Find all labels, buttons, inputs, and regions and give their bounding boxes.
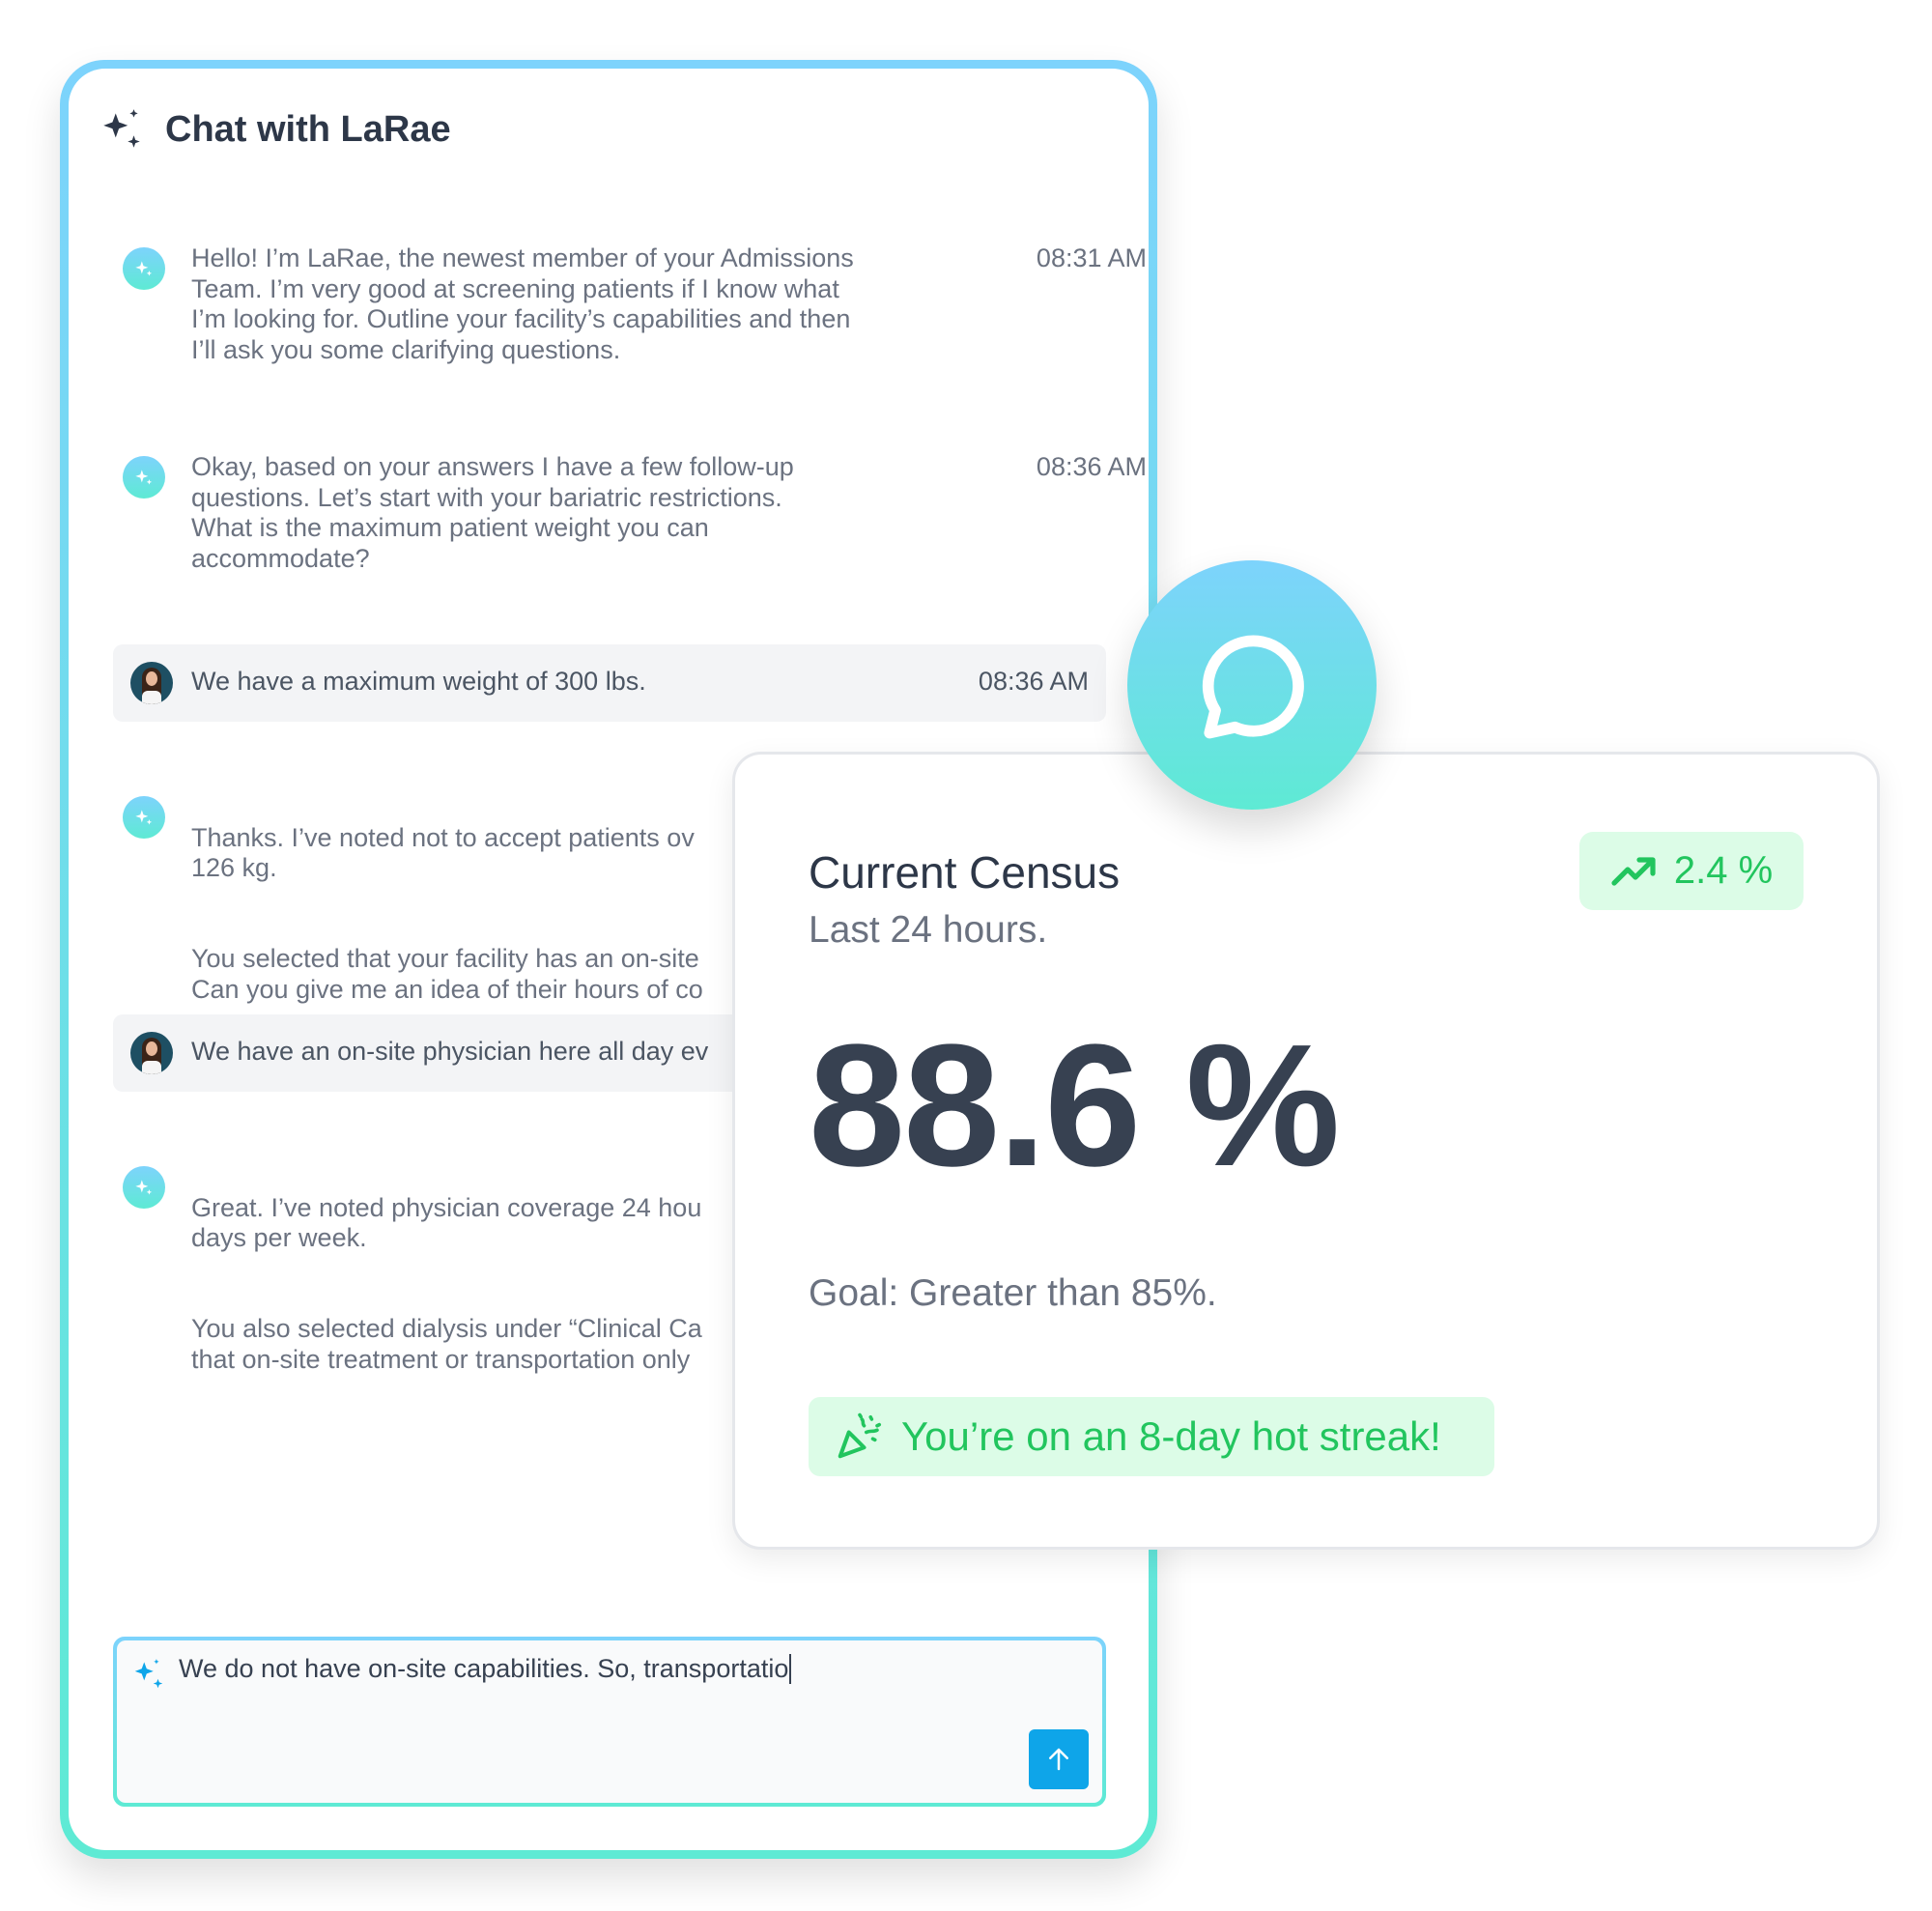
bot-avatar: [123, 456, 165, 499]
sparkles-icon: [134, 1659, 163, 1689]
arrow-up-icon: [1049, 1748, 1068, 1771]
census-value: 88.6 %: [809, 1009, 1340, 1203]
message-text: Okay, based on your answers I have a few…: [191, 452, 794, 573]
message-time: 08:36 AM: [978, 667, 1089, 696]
message-circle-icon: [1202, 635, 1304, 739]
census-card: Current Census Last 24 hours. 2.4 % 88.6…: [732, 752, 1880, 1550]
sparkle-icon: [135, 470, 153, 485]
message-time: 08:36 AM: [1036, 452, 1147, 481]
message-paragraph: You also selected dialysis under “Clinic…: [191, 1314, 702, 1374]
message-text: We have an on-site physician here all da…: [191, 1037, 709, 1066]
message-text: Hello! I’m LaRae, the newest member of y…: [191, 243, 854, 364]
message-paragraph: Thanks. I’ve noted not to accept patient…: [191, 822, 695, 883]
message-paragraph: Great. I’ve noted physician coverage 24 …: [191, 1192, 702, 1253]
message-text: We have a maximum weight of 300 lbs.: [191, 667, 646, 696]
party-popper-icon: [838, 1412, 882, 1459]
chat-bubble-button[interactable]: [1127, 560, 1377, 810]
send-button[interactable]: [1029, 1729, 1089, 1789]
user-avatar: [130, 662, 173, 704]
user-message: We have an on-site physician here all da…: [113, 1014, 1106, 1092]
user-message: We have a maximum weight of 300 lbs. 08:…: [113, 644, 1106, 722]
trending-up-icon: [1611, 856, 1656, 886]
user-avatar: [130, 1032, 173, 1074]
census-subtitle: Last 24 hours.: [809, 909, 1048, 951]
sparkle-icon: [135, 261, 153, 276]
chat-title: Chat with LaRae: [165, 108, 451, 150]
sparkles-icon: [103, 109, 140, 148]
bot-avatar: [123, 1166, 165, 1209]
census-goal: Goal: Greater than 85%.: [809, 1272, 1217, 1314]
sparkle-icon: [135, 1180, 153, 1195]
message-input[interactable]: We do not have on-site capabilities. So,…: [113, 1637, 1106, 1807]
streak-text: You’re on an 8-day hot streak!: [901, 1413, 1441, 1459]
message-text: Thanks. I’ve noted not to accept patient…: [191, 792, 703, 1066]
census-title: Current Census: [809, 847, 1121, 898]
trend-badge: 2.4 %: [1579, 832, 1804, 910]
message-paragraph: You selected that your facility has an o…: [191, 944, 703, 1004]
message-time: 08:31 AM: [1036, 243, 1147, 272]
streak-badge: You’re on an 8-day hot streak!: [809, 1397, 1494, 1476]
chat-header: Chat with LaRae: [98, 105, 451, 154]
message-input-value[interactable]: We do not have on-site capabilities. So,…: [179, 1654, 792, 1684]
bot-avatar: [123, 796, 165, 839]
bot-avatar: [123, 247, 165, 290]
trend-value: 2.4 %: [1673, 849, 1774, 892]
sparkle-icon: [135, 810, 153, 825]
message-text: Great. I’ve noted physician coverage 24 …: [191, 1162, 702, 1436]
